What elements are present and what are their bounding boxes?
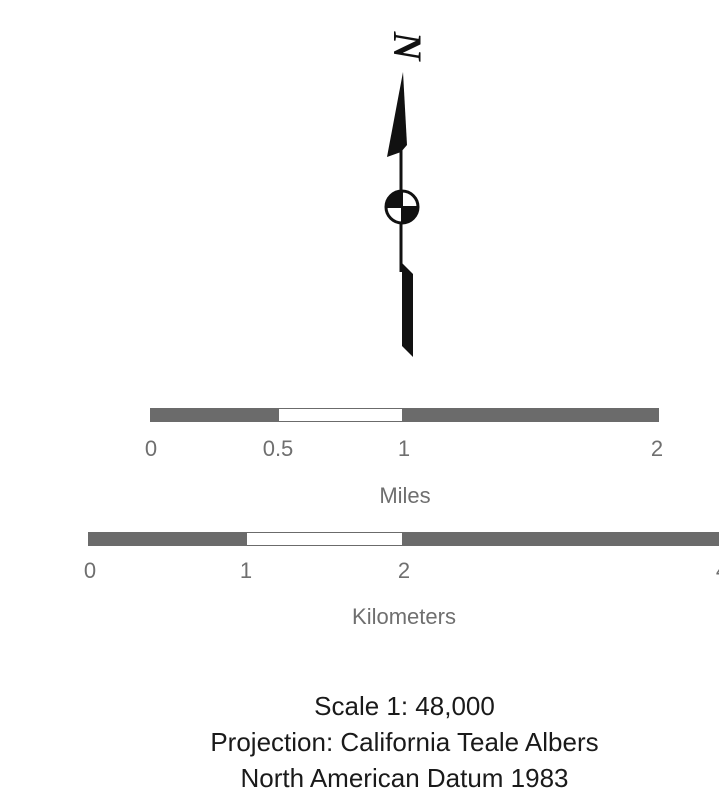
scale-ratio-text: Scale 1: 48,000 (314, 691, 495, 721)
north-needle (387, 72, 407, 157)
miles-bar-segment-1 (150, 408, 280, 422)
datum-text: North American Datum 1983 (240, 763, 569, 793)
compass-rose (384, 189, 420, 225)
km-tick-label: 1 (239, 558, 253, 583)
km-bar-segment-2 (246, 532, 404, 546)
miles-tick-label: 2 (650, 436, 664, 461)
miles-bar-segment-3 (402, 408, 659, 422)
km-tick-label: 2 (397, 558, 411, 583)
north-arrow-icon: N (384, 31, 430, 357)
projection-text: Projection: California Teale Albers (210, 727, 599, 757)
miles-tick-label: 1 (397, 436, 411, 461)
km-bar-segment-1 (88, 532, 248, 546)
south-tail (402, 263, 413, 357)
miles-bar-segment-2 (278, 408, 404, 422)
miles-unit-label: Miles (379, 483, 431, 508)
km-bar-segment-3 (402, 532, 719, 546)
km-tick-label: 4 (716, 558, 719, 584)
north-letter: N (385, 31, 430, 63)
miles-tick-label: 0 (144, 436, 158, 461)
km-tick-label: 0 (83, 558, 97, 583)
miles-tick-label: 0.5 (262, 436, 294, 461)
km-unit-label: Kilometers (352, 604, 456, 629)
